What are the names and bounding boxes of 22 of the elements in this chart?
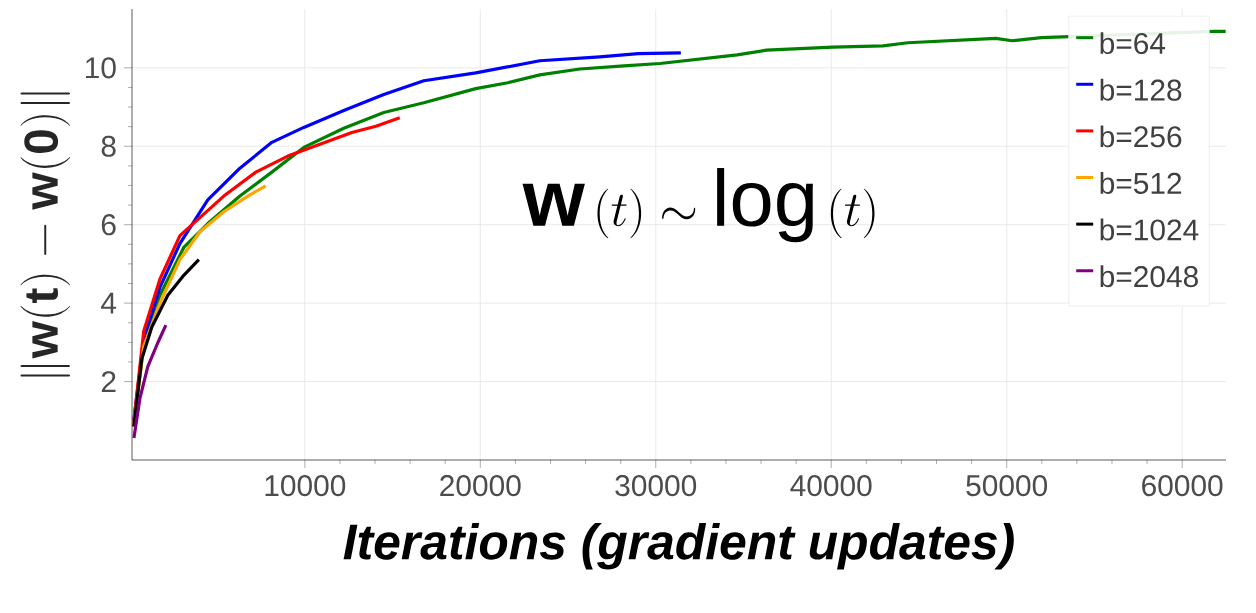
y-tick-label: 2 <box>101 371 116 392</box>
y-tick-label: 4 <box>101 292 117 314</box>
annotation: $\mathbf{w}\left(t\right)\sim\log\left(t\right)$ <box>522 168 875 243</box>
x-tick-label: 60000 <box>1142 475 1223 497</box>
legend-label: b=512 <box>1100 172 1182 194</box>
x-axis-title: Iterations (gradient updates) <box>343 523 1014 570</box>
x-tick-label: 30000 <box>615 475 697 497</box>
line-series <box>132 257 201 429</box>
legend-label: b=1024 <box>1100 218 1199 241</box>
x-tick-label: 10000 <box>265 475 346 497</box>
line-series <box>132 323 168 440</box>
y-tick-label: 8 <box>101 135 116 157</box>
y-tick-label: 10 <box>86 57 116 79</box>
legend-label: b=256 <box>1100 125 1182 148</box>
y-axis-title: $\left\|\mathbf{w}(\mathbf{t})-\mathbf{w}(\mathbf{0})\right\|$ <box>20 92 71 377</box>
x-tick-label: 20000 <box>440 475 521 497</box>
legend-label: b=2048 <box>1100 265 1198 288</box>
y-tick-label: 6 <box>101 214 116 236</box>
x-tick-label: 40000 <box>790 475 872 497</box>
legend-label: b=128 <box>1100 78 1182 101</box>
x-tick-label: 50000 <box>966 475 1048 497</box>
legend-label: b=64 <box>1100 32 1166 55</box>
